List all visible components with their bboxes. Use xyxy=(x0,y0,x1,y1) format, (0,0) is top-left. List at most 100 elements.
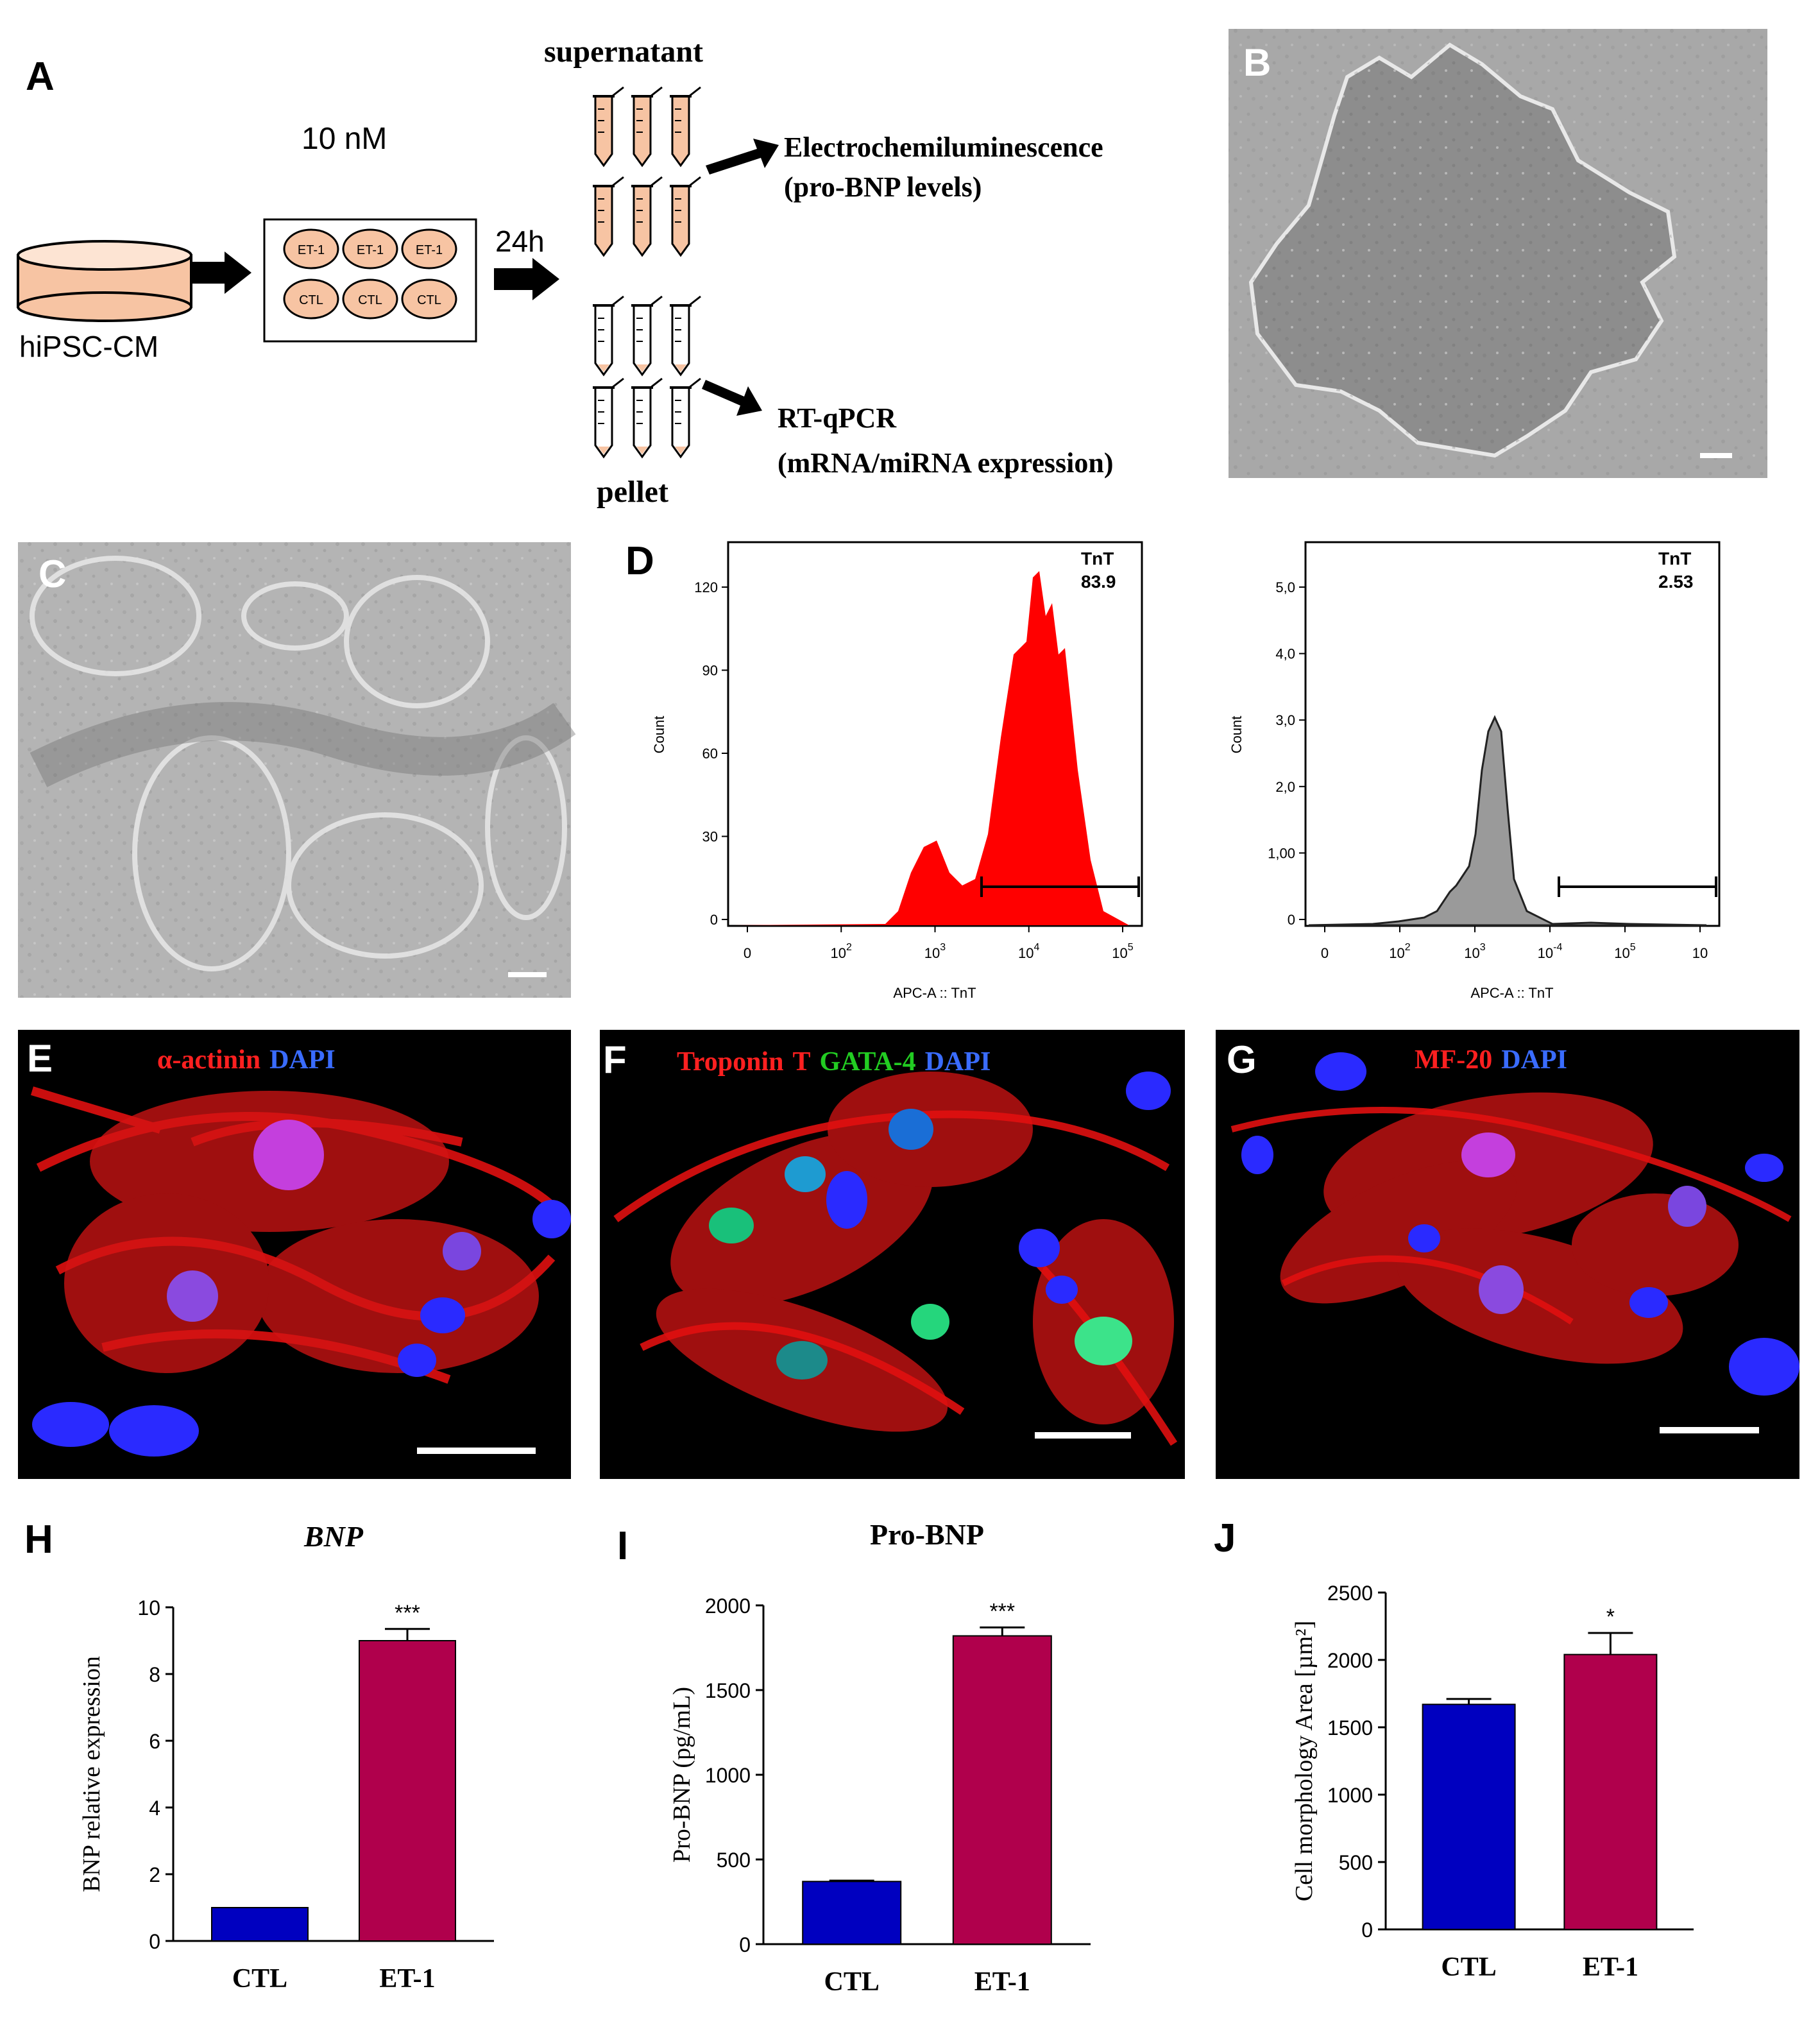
x-tick-label: CTL xyxy=(232,1964,287,1994)
x-tick-label: 102 xyxy=(831,942,852,961)
y-tick-label: 1500 xyxy=(1327,1716,1373,1739)
assay2-title: RT-qPCR xyxy=(778,402,897,434)
y-tick-label: 500 xyxy=(1339,1851,1373,1874)
well-label: ET-1 xyxy=(416,243,443,257)
scale-bar xyxy=(417,1448,536,1454)
x-tick-label: 10-4 xyxy=(1538,942,1563,961)
tube-icon xyxy=(670,86,701,167)
y-tick-label: 2000 xyxy=(1327,1649,1373,1672)
stain-legend: MF-20 DAPI xyxy=(1415,1045,1567,1075)
tube-icon xyxy=(670,377,701,459)
panel-label-g: G xyxy=(1227,1038,1257,1081)
panel-label-i: I xyxy=(617,1524,628,1568)
y-axis-label: Cell morphology Area [µm²] xyxy=(1291,1621,1318,1901)
pellet-tubes xyxy=(593,295,701,459)
x-tick-label: ET-1 xyxy=(1583,1952,1638,1982)
y-tick-label: 0 xyxy=(1361,1918,1373,1942)
scale-bar xyxy=(1660,1427,1759,1433)
concentration-label: 10 nM xyxy=(302,122,387,156)
tube-icon xyxy=(670,295,701,377)
significance-label: *** xyxy=(395,1601,420,1625)
bar-chart-bnp: BNP 0 2 4 6 8 10 BNP relative expression CTL *** E… xyxy=(78,1520,494,1994)
panel-g-fluorescence: G MF-20 DAPI xyxy=(1216,1030,1799,1479)
assay1-title: Electrochemiluminescence xyxy=(784,132,1103,163)
x-tick-label: 10 xyxy=(1692,945,1708,961)
assay2-subtitle: (mRNA/miRNA expression) xyxy=(778,447,1114,479)
panel-label-b: B xyxy=(1243,41,1271,84)
y-tick-label: 8 xyxy=(149,1663,160,1686)
panel-label-j: J xyxy=(1214,1516,1236,1560)
x-tick-label: ET-1 xyxy=(974,1967,1030,1997)
well-label: CTL xyxy=(417,293,441,307)
y-tick-label: 0 xyxy=(149,1930,160,1953)
gate-value: 2.53 xyxy=(1658,572,1694,592)
gate-name: TnT xyxy=(1658,549,1691,568)
bar xyxy=(1563,1653,1658,1931)
tube-icon xyxy=(593,377,624,459)
y-tick-label: 6 xyxy=(149,1730,160,1753)
bar-chart-pro-bnp: Pro-BNP 0 500 1000 1500 2000 Pro-BNP (pg/mL) CT… xyxy=(668,1518,1091,1997)
y-tick-label: 60 xyxy=(702,746,718,762)
y-tick-label: 90 xyxy=(702,663,718,679)
y-tick-label: 30 xyxy=(702,829,718,845)
panel-label-d: D xyxy=(625,539,654,583)
y-tick-label: 500 xyxy=(717,1849,751,1872)
y-tick-label: 0 xyxy=(710,912,718,928)
y-axis-label: Pro-BNP (pg/mL) xyxy=(668,1687,695,1863)
x-tick-label: 103 xyxy=(924,942,946,961)
tube-icon xyxy=(631,86,663,167)
chart-title: Pro-BNP xyxy=(870,1518,984,1551)
tube-icon xyxy=(593,295,624,377)
y-tick-label: 4,0 xyxy=(1275,646,1295,662)
stain-legend: Troponin T GATA-4 DAPI xyxy=(677,1047,991,1077)
tube-icon xyxy=(670,176,701,257)
y-tick-label: 1,00 xyxy=(1268,845,1295,861)
arrow-icon xyxy=(494,258,559,300)
supernatant-label: supernatant xyxy=(544,35,703,69)
panel-f-fluorescence: F Troponin T GATA-4 DAPI xyxy=(600,1030,1185,1479)
panel-label-f: F xyxy=(603,1038,627,1081)
arrow-icon xyxy=(706,139,779,175)
arrow-icon xyxy=(192,252,251,294)
stain-legend: α-actinin DAPI xyxy=(157,1045,336,1075)
gate-name: TnT xyxy=(1081,549,1114,568)
assay1-subtitle: (pro-BNP levels) xyxy=(784,171,982,203)
well-label: ET-1 xyxy=(298,243,325,257)
panel-label-e: E xyxy=(27,1037,53,1080)
flow-histogram-right: TnT 2.53 Count APC-A :: TnT 0 1,00 2,0 3,0 4… xyxy=(1229,541,1721,1001)
tube-icon xyxy=(593,176,624,257)
y-tick-label: 0 xyxy=(739,1933,751,1956)
y-tick-label: 10 xyxy=(137,1596,160,1619)
tube-icon xyxy=(631,377,663,459)
well xyxy=(401,278,457,320)
y-axis-label: Count xyxy=(1229,716,1245,754)
y-tick-label: 0 xyxy=(1288,912,1295,928)
y-tick-label: 120 xyxy=(694,579,718,595)
gate-value: 83.9 xyxy=(1081,572,1116,592)
bar-chart-cell-area: 0 500 1000 1500 2000 2500 Cell morphology Area… xyxy=(1291,1582,1694,1982)
y-axis-label: BNP relative expression xyxy=(78,1656,105,1892)
panel-a-schematic: A hiPSC-CM 10 nM ET-1 ET-1 ET-1 CTL CTL CTL 2… xyxy=(17,35,1114,509)
y-axis-label: Count xyxy=(651,716,667,754)
panel-label-c: C xyxy=(38,552,66,595)
panel-e-fluorescence: E α-actinin DAPI xyxy=(18,1030,571,1479)
wells: ET-1 ET-1 ET-1 CTL CTL CTL xyxy=(283,228,457,320)
y-tick-label: 2 xyxy=(149,1863,160,1886)
y-tick-label: 4 xyxy=(149,1797,160,1820)
scale-bar xyxy=(508,972,547,977)
chart-title: BNP xyxy=(303,1520,364,1553)
tube-icon xyxy=(593,86,624,167)
petri-dish-icon xyxy=(17,240,192,322)
bar xyxy=(1422,1704,1516,1931)
well xyxy=(283,228,339,269)
x-tick-label: 105 xyxy=(1112,942,1133,961)
x-tick-label: 0 xyxy=(1321,945,1329,961)
panel-c-micrograph: C xyxy=(18,542,576,998)
arrow-icon xyxy=(702,380,762,416)
scale-bar xyxy=(1035,1432,1131,1439)
x-tick-label: CTL xyxy=(1441,1952,1496,1982)
bar xyxy=(359,1640,456,1942)
x-tick-label: CTL xyxy=(824,1967,880,1997)
x-tick-label: 104 xyxy=(1018,942,1039,961)
